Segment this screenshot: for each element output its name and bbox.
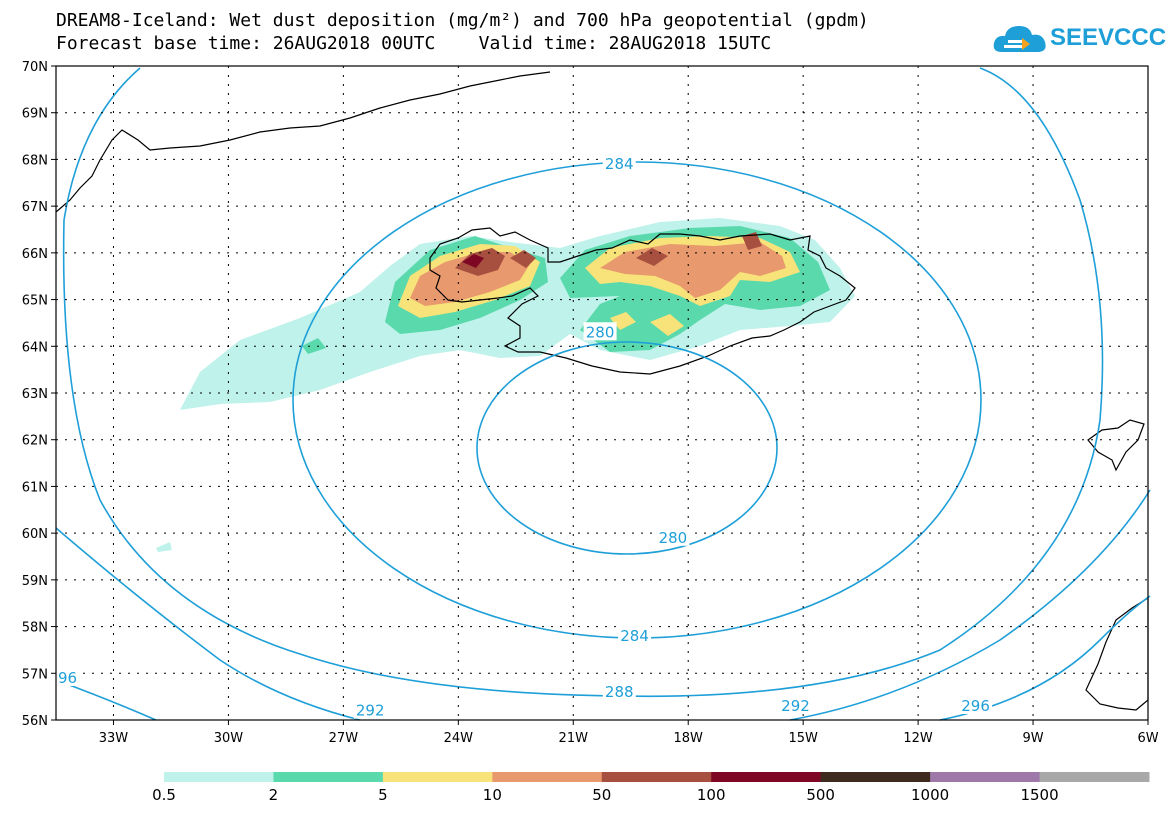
lat-tick-label: 61N [22,480,48,495]
chart-title-line-1: DREAM8-Iceland: Wet dust deposition (mg/… [56,10,869,31]
colorbar-label: 1500 [1020,786,1058,804]
colorbar: 0.5 2 5 10 50 100 500 1000 1500 [152,772,1150,804]
contour-280 [476,341,778,555]
contour-label-bg [353,700,387,719]
contour-label: 284 [620,627,649,645]
colorbar-swatch-7 [930,772,1041,782]
contour-label: 280 [659,529,688,547]
chart-title-line-2: Forecast base time: 26AUG2018 00UTC Vali… [56,33,772,54]
colorbar-label: 2 [269,786,279,804]
lat-tick-label: 64N [22,340,48,355]
lon-tick-label: 33W [99,731,129,746]
lon-tick-label: 18W [674,731,704,746]
longitude-tick-labels: 33W 30W 27W 24W 21W 18W 15W 12W 9W 6W [99,720,1159,746]
graticule [56,66,1148,720]
lon-tick-label: 30W [214,731,244,746]
lat-tick-label: 62N [22,434,48,449]
lon-tick-label: 12W [903,731,933,746]
contour-label-bg [583,322,617,341]
contour-label: 96 [58,669,77,687]
lat-tick-label: 69N [22,107,48,122]
colorbar-swatch-1 [273,772,384,782]
dust-field-level-1b [156,542,172,552]
contour-label-bg [778,695,812,714]
colorbar-swatch-6 [820,772,931,782]
colorbar-label: 500 [806,786,835,804]
lat-tick-label: 66N [22,247,48,262]
colorbar-label: 1000 [911,786,949,804]
lon-tick-label: 9W [1022,731,1043,746]
dust-deposition-field [156,218,855,552]
colorbar-swatch-3 [492,772,603,782]
lon-tick-label: 24W [444,731,474,746]
dust-field-level-5b [510,250,536,268]
lat-tick-label: 63N [22,387,48,402]
contour-label-bg [959,695,993,714]
colorbar-label: 50 [592,786,611,804]
lat-tick-label: 57N [22,667,48,682]
contour-292 [55,489,1151,721]
dust-field-level-6 [462,254,484,268]
lat-tick-label: 59N [22,574,48,589]
contour-label: 284 [605,155,634,173]
lat-tick-label: 70N [22,60,48,75]
contour-label-bg [656,527,690,546]
dust-field-level-2c [302,338,326,354]
colorbar-label: 10 [483,786,502,804]
contour-288 [62,67,1104,698]
lat-tick-label: 56N [22,714,48,729]
contour-label: 288 [605,683,634,701]
cloud-icon [993,26,1046,52]
lat-tick-label: 65N [22,294,48,309]
lon-tick-label: 27W [329,731,359,746]
faroe-shetland-coastline [1087,419,1145,472]
contour-labels: 284 280 280 284 288 292 292 296 96 [55,154,993,720]
colorbar-swatch-8 [1039,772,1150,782]
contour-label-bg [602,154,636,173]
dust-field-level-5d [742,232,762,250]
contour-label: 280 [586,323,615,341]
lat-tick-label: 67N [22,200,48,215]
colorbar-label: 0.5 [152,786,176,804]
colorbar-swatch-4 [601,772,712,782]
colorbar-label: 100 [697,786,726,804]
contour-label: 292 [781,697,810,715]
lon-tick-label: 6W [1137,731,1158,746]
logo-text: SEEVCCC [1050,24,1167,51]
colorbar-swatch-0 [164,772,274,782]
lat-tick-label: 60N [22,527,48,542]
lat-tick-label: 68N [22,153,48,168]
latitude-tick-labels: 56N 57N 58N 59N 60N 61N 62N 63N 64N 65N 66N 67N 68N 6… [22,60,56,729]
contour-label: 292 [356,702,385,720]
contour-label-bg [55,667,80,686]
colorbar-swatch-2 [382,772,493,782]
greenland-coastline [55,71,551,213]
contour-label-bg [602,681,636,700]
lat-tick-label: 58N [22,621,48,636]
seevccc-logo: SEEVCCC [992,18,1166,60]
lon-tick-label: 15W [788,731,818,746]
dust-field-level-3c [650,314,684,336]
colorbar-label: 5 [378,786,388,804]
scotland-coastline [1085,596,1149,711]
lon-tick-label: 21W [559,731,589,746]
contour-label: 296 [961,697,990,715]
colorbar-swatch-5 [711,772,822,782]
contour-label-bg [618,625,652,644]
iceland-coastline [429,227,856,375]
